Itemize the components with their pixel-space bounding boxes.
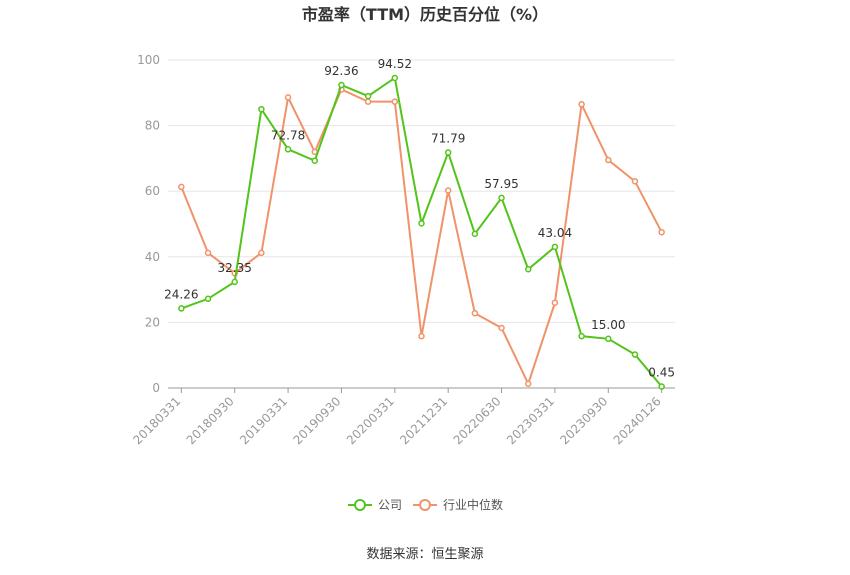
data-point[interactable] [658,383,665,390]
legend: 公司 行业中位数 [348,497,503,512]
data-point[interactable] [578,101,585,108]
data-label: 24.26 [164,287,198,301]
series-industry-median [178,86,665,387]
data-label: 0.45 [648,366,675,380]
data-point[interactable] [498,324,505,332]
x-tick-label: 20190331 [237,394,290,447]
x-tick-label: 20230930 [557,394,610,447]
data-label: 32.35 [218,261,252,275]
data-point[interactable] [284,146,292,153]
data-label: 57.95 [484,177,518,191]
x-tick-label: 20230331 [504,394,557,447]
series-line [180,88,663,387]
data-point[interactable] [471,230,479,238]
y-axis-ticks: 0 20 40 60 80 100 [137,53,160,395]
y-tick-label: 40 [145,250,160,264]
y-tick-label: 20 [145,315,160,329]
data-label: 15.00 [591,318,625,332]
data-point[interactable] [391,98,399,105]
y-tick-label: 0 [152,381,160,395]
data-point[interactable] [658,228,665,236]
data-point[interactable] [631,178,639,185]
y-tick-label: 80 [145,119,160,133]
data-point[interactable] [338,81,345,89]
data-point[interactable] [178,305,185,312]
data-point[interactable] [311,157,319,164]
data-point[interactable] [498,194,505,202]
data-point[interactable] [524,380,532,387]
data-point[interactable] [178,183,185,191]
data-point[interactable] [605,335,612,343]
data-label: 92.36 [324,64,358,78]
data-point[interactable] [524,266,532,273]
data-point[interactable] [444,187,452,194]
data-point[interactable] [364,98,372,105]
x-tick-label: 20180331 [130,394,183,447]
x-tick-label: 20200331 [344,394,397,447]
data-point[interactable] [364,92,372,100]
series-layer: 24.26 32.35 72.78 92.36 94.52 71.79 57.95 43.04… [164,57,675,390]
data-label: 43.04 [538,226,572,240]
data-point[interactable] [418,332,425,340]
data-point[interactable] [631,351,639,358]
legend-label-company: 公司 [378,498,402,512]
x-tick-label: 20211231 [397,394,450,447]
x-axis: 20180331 20180930 20190331 20190930 20200331… [130,387,675,447]
data-label: 71.79 [431,132,465,146]
data-source: 数据来源：恒生聚源 [366,547,483,562]
data-point[interactable] [578,332,585,340]
data-point[interactable] [231,278,238,286]
legend-item-company[interactable]: 公司 [348,498,402,512]
chart-title: 市盈率（TTM）历史百分位（%） [302,5,548,24]
data-point[interactable] [418,220,425,227]
x-tick-label: 20180930 [184,394,237,447]
legend-marker-company [354,499,366,511]
y-tick-label: 100 [137,53,160,67]
series-company: 24.26 32.35 72.78 92.36 94.52 71.79 57.95 43.04… [164,57,675,390]
legend-label-industry: 行业中位数 [443,497,503,512]
data-point[interactable] [391,74,399,82]
x-tick-label: 20220630 [451,394,504,447]
data-label: 94.52 [378,57,412,71]
data-point[interactable] [258,249,265,257]
data-point[interactable] [551,299,559,306]
x-tick-label: 20240126 [611,394,664,447]
y-tick-label: 60 [145,184,160,198]
data-point[interactable] [258,105,265,113]
data-point[interactable] [471,309,479,317]
legend-item-industry[interactable]: 行业中位数 [413,497,503,512]
data-label: 72.78 [271,128,305,142]
data-point[interactable] [605,156,612,164]
data-point[interactable] [204,295,212,303]
data-point[interactable] [551,243,559,251]
data-point[interactable] [204,249,212,257]
series-line [181,76,663,388]
data-point[interactable] [444,149,452,156]
data-point[interactable] [284,94,292,101]
legend-marker-industry [419,499,431,511]
x-tick-label: 20190930 [290,394,343,447]
